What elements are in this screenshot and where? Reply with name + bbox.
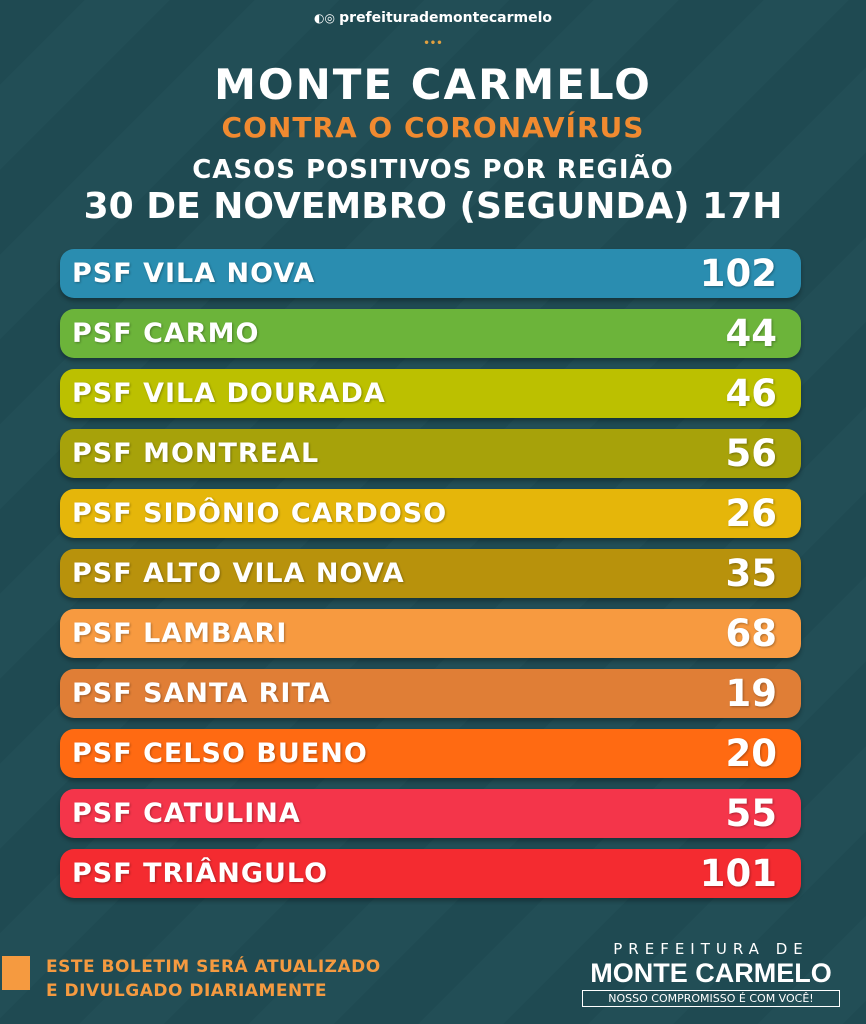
subtitle: CONTRA O CORONAVÍRUS [221,111,645,144]
handle-text: prefeiturademontecarmelo [339,10,552,26]
region-row: PSF CELSO BUENO 20 [60,729,801,778]
heading: CASOS POSITIVOS POR REGIÃO [192,155,674,185]
region-label: PSF LAMBARI [72,618,288,649]
region-row: PSF VILA NOVA 102 [60,249,801,298]
region-value: 19 [725,672,778,715]
region-label: PSF MONTREAL [72,438,320,469]
region-label: PSF VILA NOVA [72,258,316,289]
region-row: PSF TRIÂNGULO 101 [60,849,801,898]
logo: PREFEITURA DE MONTE CARMELO NOSSO COMPRO… [578,940,844,1007]
logo-name: MONTE CARMELO [590,958,832,988]
title: MONTE CARMELO [214,60,652,109]
region-row: PSF CARMO 44 [60,309,801,358]
region-label: PSF VILA DOURADA [72,378,386,409]
dots: ••• [423,38,443,49]
region-value: 46 [725,372,778,415]
notice-line: E DIVULGADO DIARIAMENTE [46,981,327,1001]
region-row: PSF SANTA RITA 19 [60,669,801,718]
region-row: PSF CATULINA 55 [60,789,801,838]
date: 30 DE NOVEMBRO (SEGUNDA) 17H [83,186,783,227]
region-label: PSF SANTA RITA [72,678,331,709]
region-row: PSF LAMBARI 68 [60,609,801,658]
notice-square [2,956,30,990]
region-value: 26 [725,492,778,535]
region-value: 56 [725,432,778,475]
region-label: PSF CELSO BUENO [72,738,368,769]
region-value: 20 [725,732,778,775]
region-value: 55 [725,792,778,835]
region-list: PSF VILA NOVA 102 PSF CARMO 44 PSF VILA DOUR… [60,249,801,909]
region-label: PSF CATULINA [72,798,301,829]
region-label: PSF TRIÂNGULO [72,858,329,889]
region-label: PSF CARMO [72,318,260,349]
region-row: PSF VILA DOURADA 46 [60,369,801,418]
region-value: 35 [725,552,778,595]
handle: ◐◎ prefeiturademontecarmelo [314,10,552,26]
region-row: PSF MONTREAL 56 [60,429,801,478]
region-value: 68 [725,612,778,655]
region-value: 101 [699,852,777,895]
region-label: PSF SIDÔNIO CARDOSO [72,498,448,529]
notice: ESTE BOLETIM SERÁ ATUALIZADO E DIVULGADO… [46,955,381,1003]
logo-top: PREFEITURA DE [613,940,809,958]
region-label: PSF ALTO VILA NOVA [72,558,405,589]
region-value: 102 [699,252,777,295]
notice-line: ESTE BOLETIM SERÁ ATUALIZADO [46,957,381,977]
region-row: PSF SIDÔNIO CARDOSO 26 [60,489,801,538]
region-value: 44 [725,312,778,355]
logo-slogan: NOSSO COMPROMISSO É COM VOCÊ! [582,990,840,1007]
region-row: PSF ALTO VILA NOVA 35 [60,549,801,598]
